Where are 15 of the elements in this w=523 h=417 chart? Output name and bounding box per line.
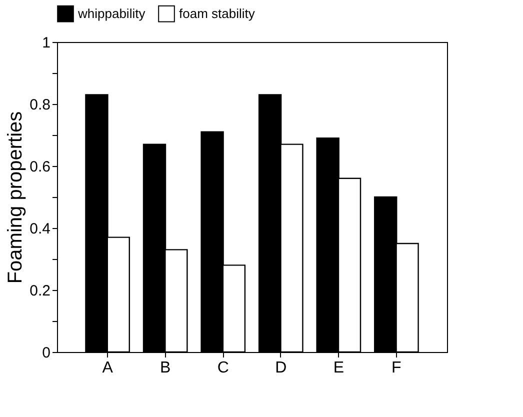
- y-tick-label: 0.2: [30, 282, 50, 300]
- y-tick-label: 0: [42, 344, 50, 362]
- x-tick-label: F: [392, 360, 402, 376]
- x-tick-label: C: [217, 360, 229, 376]
- y-tick-label: 0.6: [30, 158, 50, 176]
- legend-label: foam stability: [179, 6, 256, 21]
- x-tick-label: D: [275, 360, 287, 376]
- x-tick-label: E: [333, 360, 344, 376]
- y-tick-label: 1: [42, 34, 50, 52]
- legend-label: whippability: [77, 6, 146, 21]
- x-tick-label: A: [102, 360, 114, 376]
- y-tick-label: 0.8: [30, 96, 50, 114]
- x-tick-label: B: [160, 360, 171, 376]
- y-axis-title: Foaming properties: [4, 111, 27, 284]
- y-tick-label: 0.4: [30, 220, 50, 238]
